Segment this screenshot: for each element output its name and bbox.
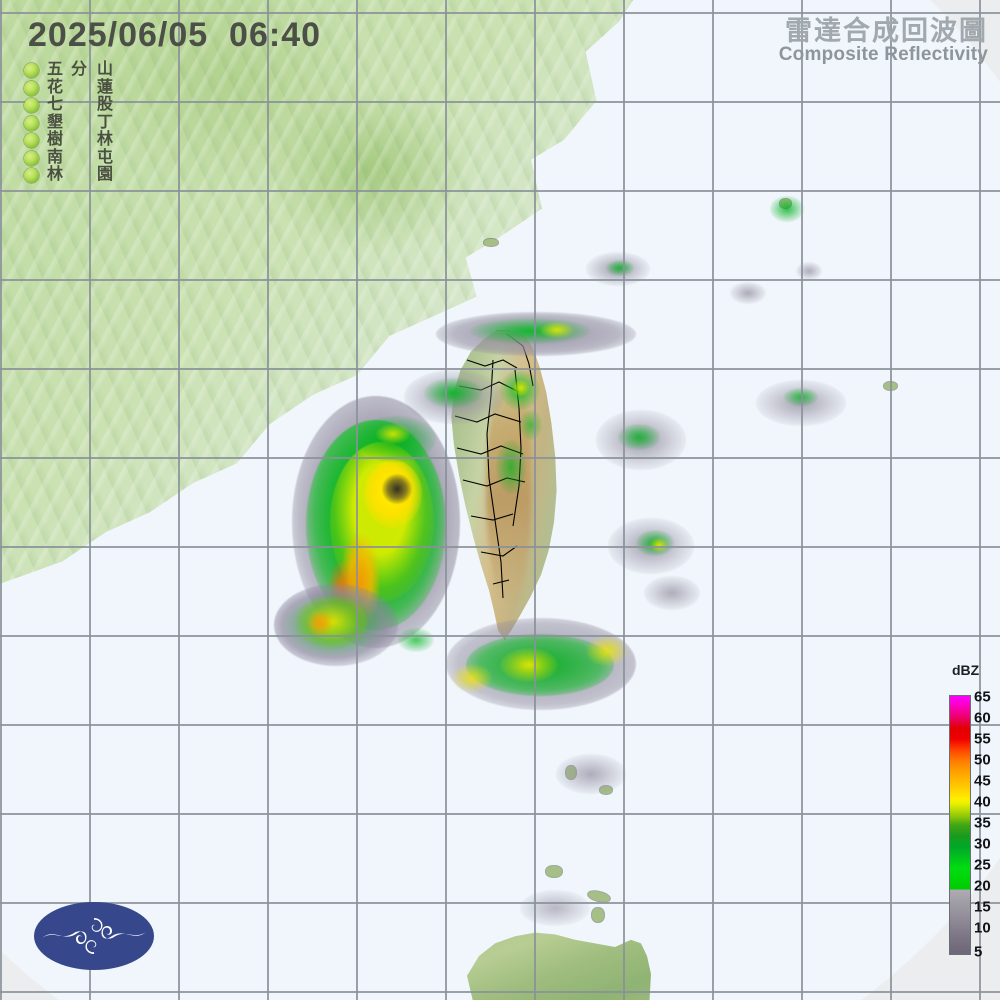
station-char	[71, 78, 87, 96]
station-char: 丁	[97, 111, 114, 131]
colorbar-tick: 60	[974, 709, 991, 727]
station-char: 屯	[97, 146, 114, 166]
station-char	[71, 95, 87, 113]
echo-cell	[644, 576, 700, 610]
station-char	[71, 148, 87, 166]
echo-cell	[796, 262, 822, 280]
colorbar-tick: 55	[974, 730, 991, 748]
station-marker-icon[interactable]	[24, 80, 39, 96]
title-chinese: 雷達合成回波圖	[785, 16, 988, 47]
echo-cell	[540, 322, 574, 338]
station-marker-icon[interactable]	[24, 98, 39, 113]
station-marker-icon[interactable]	[24, 133, 39, 148]
station-char: 樹	[47, 129, 64, 148]
colorbar-tick: 5	[974, 943, 983, 961]
station-marker-icon[interactable]	[24, 168, 39, 183]
echo-cell	[496, 440, 526, 494]
islet	[484, 239, 498, 246]
station-char: 林	[47, 164, 64, 183]
colorbar-tick: 65	[974, 688, 991, 706]
echo-cell	[730, 282, 766, 304]
echo-cell	[306, 610, 334, 636]
dbz-color-scale	[949, 695, 971, 955]
colorbar-tick: 20	[974, 877, 991, 895]
echo-cell	[556, 754, 626, 794]
station-marker-icon[interactable]	[24, 63, 39, 78]
colorbar-tick: 50	[974, 751, 991, 769]
radar-station-legend: 五 花 七 墾 樹 南 林 分 山 蓮 股 丁 林 屯 園	[24, 60, 113, 183]
echo-cell	[784, 388, 818, 406]
station-char: 分	[71, 59, 88, 78]
station-char: 園	[97, 164, 114, 183]
station-char: 七	[47, 94, 64, 113]
echo-cell	[618, 424, 660, 450]
dbz-colorbar-panel: dBZ 65 60 55 50 45 40 35 30 25 20 15 10 …	[946, 662, 1000, 1000]
station-char: 五	[47, 59, 64, 78]
echo-cell	[398, 628, 434, 652]
islet	[592, 908, 604, 922]
colorbar-tick: 45	[974, 772, 991, 790]
timestamp-label: 2025/06/05 06:40	[28, 16, 322, 54]
title-english: Composite Reflectivity	[778, 44, 988, 66]
echo-cell	[500, 648, 558, 682]
echo-cell	[376, 424, 410, 444]
station-char: 花	[47, 76, 64, 96]
station-label-column-a: 五 花 七 墾 樹 南 林	[47, 60, 63, 183]
islet	[546, 866, 562, 877]
station-label-column-b: 分	[71, 60, 87, 183]
echo-cell	[520, 410, 542, 440]
cwa-logo[interactable]	[32, 898, 156, 974]
echo-cell	[382, 474, 412, 504]
title-block: 雷達合成回波圖 Composite Reflectivity	[778, 16, 988, 66]
echo-cell	[606, 260, 634, 276]
dbz-unit-label: dBZ	[952, 662, 980, 678]
echo-cell	[520, 890, 590, 926]
station-marker-list	[24, 60, 39, 183]
station-char	[71, 113, 87, 131]
colorbar-tick: 25	[974, 856, 991, 874]
station-char: 林	[97, 129, 114, 148]
colorbar-tick: 35	[974, 814, 991, 832]
station-char: 蓮	[97, 76, 114, 96]
echo-cell	[452, 664, 492, 692]
station-marker-icon[interactable]	[24, 150, 39, 166]
station-marker-icon[interactable]	[24, 115, 39, 131]
station-char: 山	[97, 59, 114, 78]
colorbar-tick: 40	[974, 793, 991, 811]
station-char: 墾	[47, 111, 64, 131]
echo-cell	[512, 380, 530, 396]
echo-cell	[586, 636, 628, 666]
colorbar-tick: 30	[974, 835, 991, 853]
colorbar-tick: 15	[974, 898, 991, 916]
station-label-column-c: 山 蓮 股 丁 林 屯 園	[97, 60, 113, 183]
station-char	[71, 165, 87, 183]
echo-cell	[650, 538, 668, 552]
station-char: 南	[47, 146, 64, 166]
colorbar-tick: 10	[974, 919, 991, 937]
station-char: 股	[97, 94, 114, 113]
echo-cell	[770, 196, 804, 222]
echo-cell	[424, 378, 482, 408]
station-char	[71, 130, 87, 148]
